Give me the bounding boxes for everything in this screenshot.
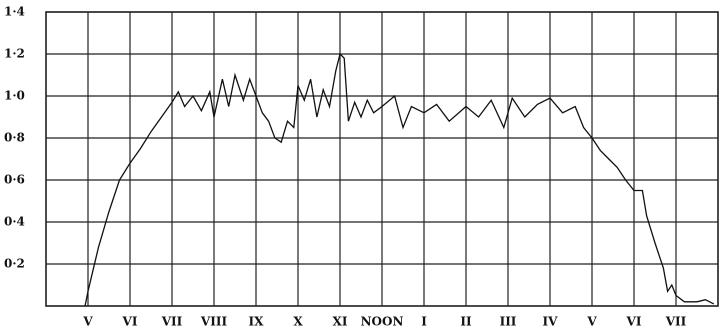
y-tick-label: 0·4 (4, 215, 25, 229)
x-tick-label: NOON (361, 315, 404, 329)
x-tick-label: I (421, 315, 427, 329)
x-tick-label: VIII (200, 315, 228, 329)
x-tick-label: VII (161, 315, 183, 329)
y-tick-label: 0·6 (4, 173, 25, 187)
y-tick-label: 0·2 (4, 257, 25, 271)
x-tick-label: VI (122, 315, 138, 329)
x-tick-label: IX (249, 315, 265, 329)
data-line (84, 52, 715, 307)
x-tick-label: VII (665, 315, 687, 329)
y-tick-label: 1·0 (4, 89, 25, 103)
x-tick-label: V (586, 315, 597, 329)
y-tick-label: 1·2 (4, 47, 25, 61)
x-tick-label: III (500, 315, 517, 329)
x-tick-label: II (460, 315, 472, 329)
x-tick-label: X (293, 315, 303, 329)
x-tick-label: V (82, 315, 93, 329)
x-tick-label: XI (333, 315, 348, 329)
y-tick-label: 1·4 (4, 5, 25, 19)
y-tick-label: 0·8 (4, 131, 25, 145)
x-tick-label: VI (626, 315, 642, 329)
x-tick-label: IV (543, 315, 559, 329)
